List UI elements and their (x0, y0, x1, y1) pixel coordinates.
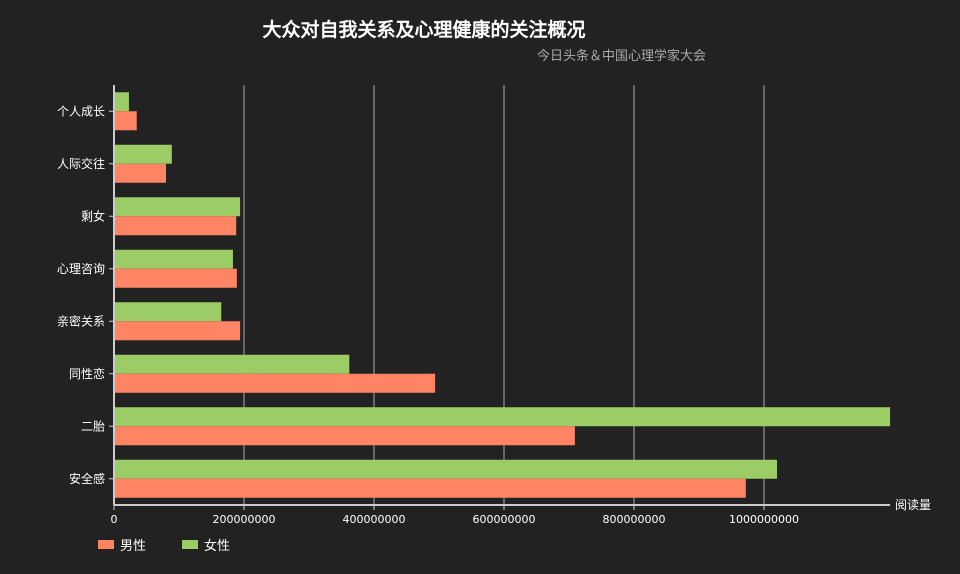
chart-subtitle: 今日头条＆中国心理学家大会 (537, 48, 706, 64)
bar-male (115, 268, 237, 288)
bar-female (115, 92, 129, 112)
y-tick-label: 同性恋 (69, 366, 105, 381)
x-tick-label: 400000000 (343, 513, 406, 526)
bar-male (115, 373, 436, 393)
bar-female (115, 249, 233, 269)
bar-female (115, 407, 891, 427)
y-tick-label: 个人成长 (57, 104, 105, 118)
y-tick-label: 亲密关系 (57, 313, 105, 328)
bar-female (115, 197, 241, 217)
bar-male (115, 111, 137, 131)
bar-male (115, 216, 237, 236)
x-axis-label: 阅读量 (895, 498, 931, 512)
bar-male (115, 163, 166, 183)
x-tick-label: 200000000 (213, 513, 276, 526)
bar-male (115, 478, 746, 498)
legend-swatch (98, 540, 114, 549)
bar-male (115, 321, 241, 341)
bar-female (115, 144, 172, 164)
legend-swatch (182, 540, 198, 549)
x-tick-label: 0 (111, 513, 118, 526)
y-tick-label: 心理咨询 (57, 261, 105, 276)
x-tick-label: 800000000 (603, 513, 666, 526)
y-tick-label: 人际交往 (57, 156, 105, 171)
bar-female (115, 354, 350, 374)
y-tick-label: 剩女 (81, 208, 105, 223)
bar-female (115, 459, 777, 479)
legend-label[interactable]: 男性 (120, 539, 146, 554)
x-tick-label: 600000000 (473, 513, 536, 526)
y-tick-label: 安全感 (69, 471, 105, 486)
chart-title: 大众对自我关系及心理健康的关注概况 (262, 18, 585, 41)
x-tick-label: 1000000000 (729, 513, 799, 526)
y-tick-label: 二胎 (81, 419, 105, 433)
bar-male (115, 426, 575, 446)
bar-female (115, 302, 222, 322)
legend-label[interactable]: 女性 (204, 538, 230, 554)
